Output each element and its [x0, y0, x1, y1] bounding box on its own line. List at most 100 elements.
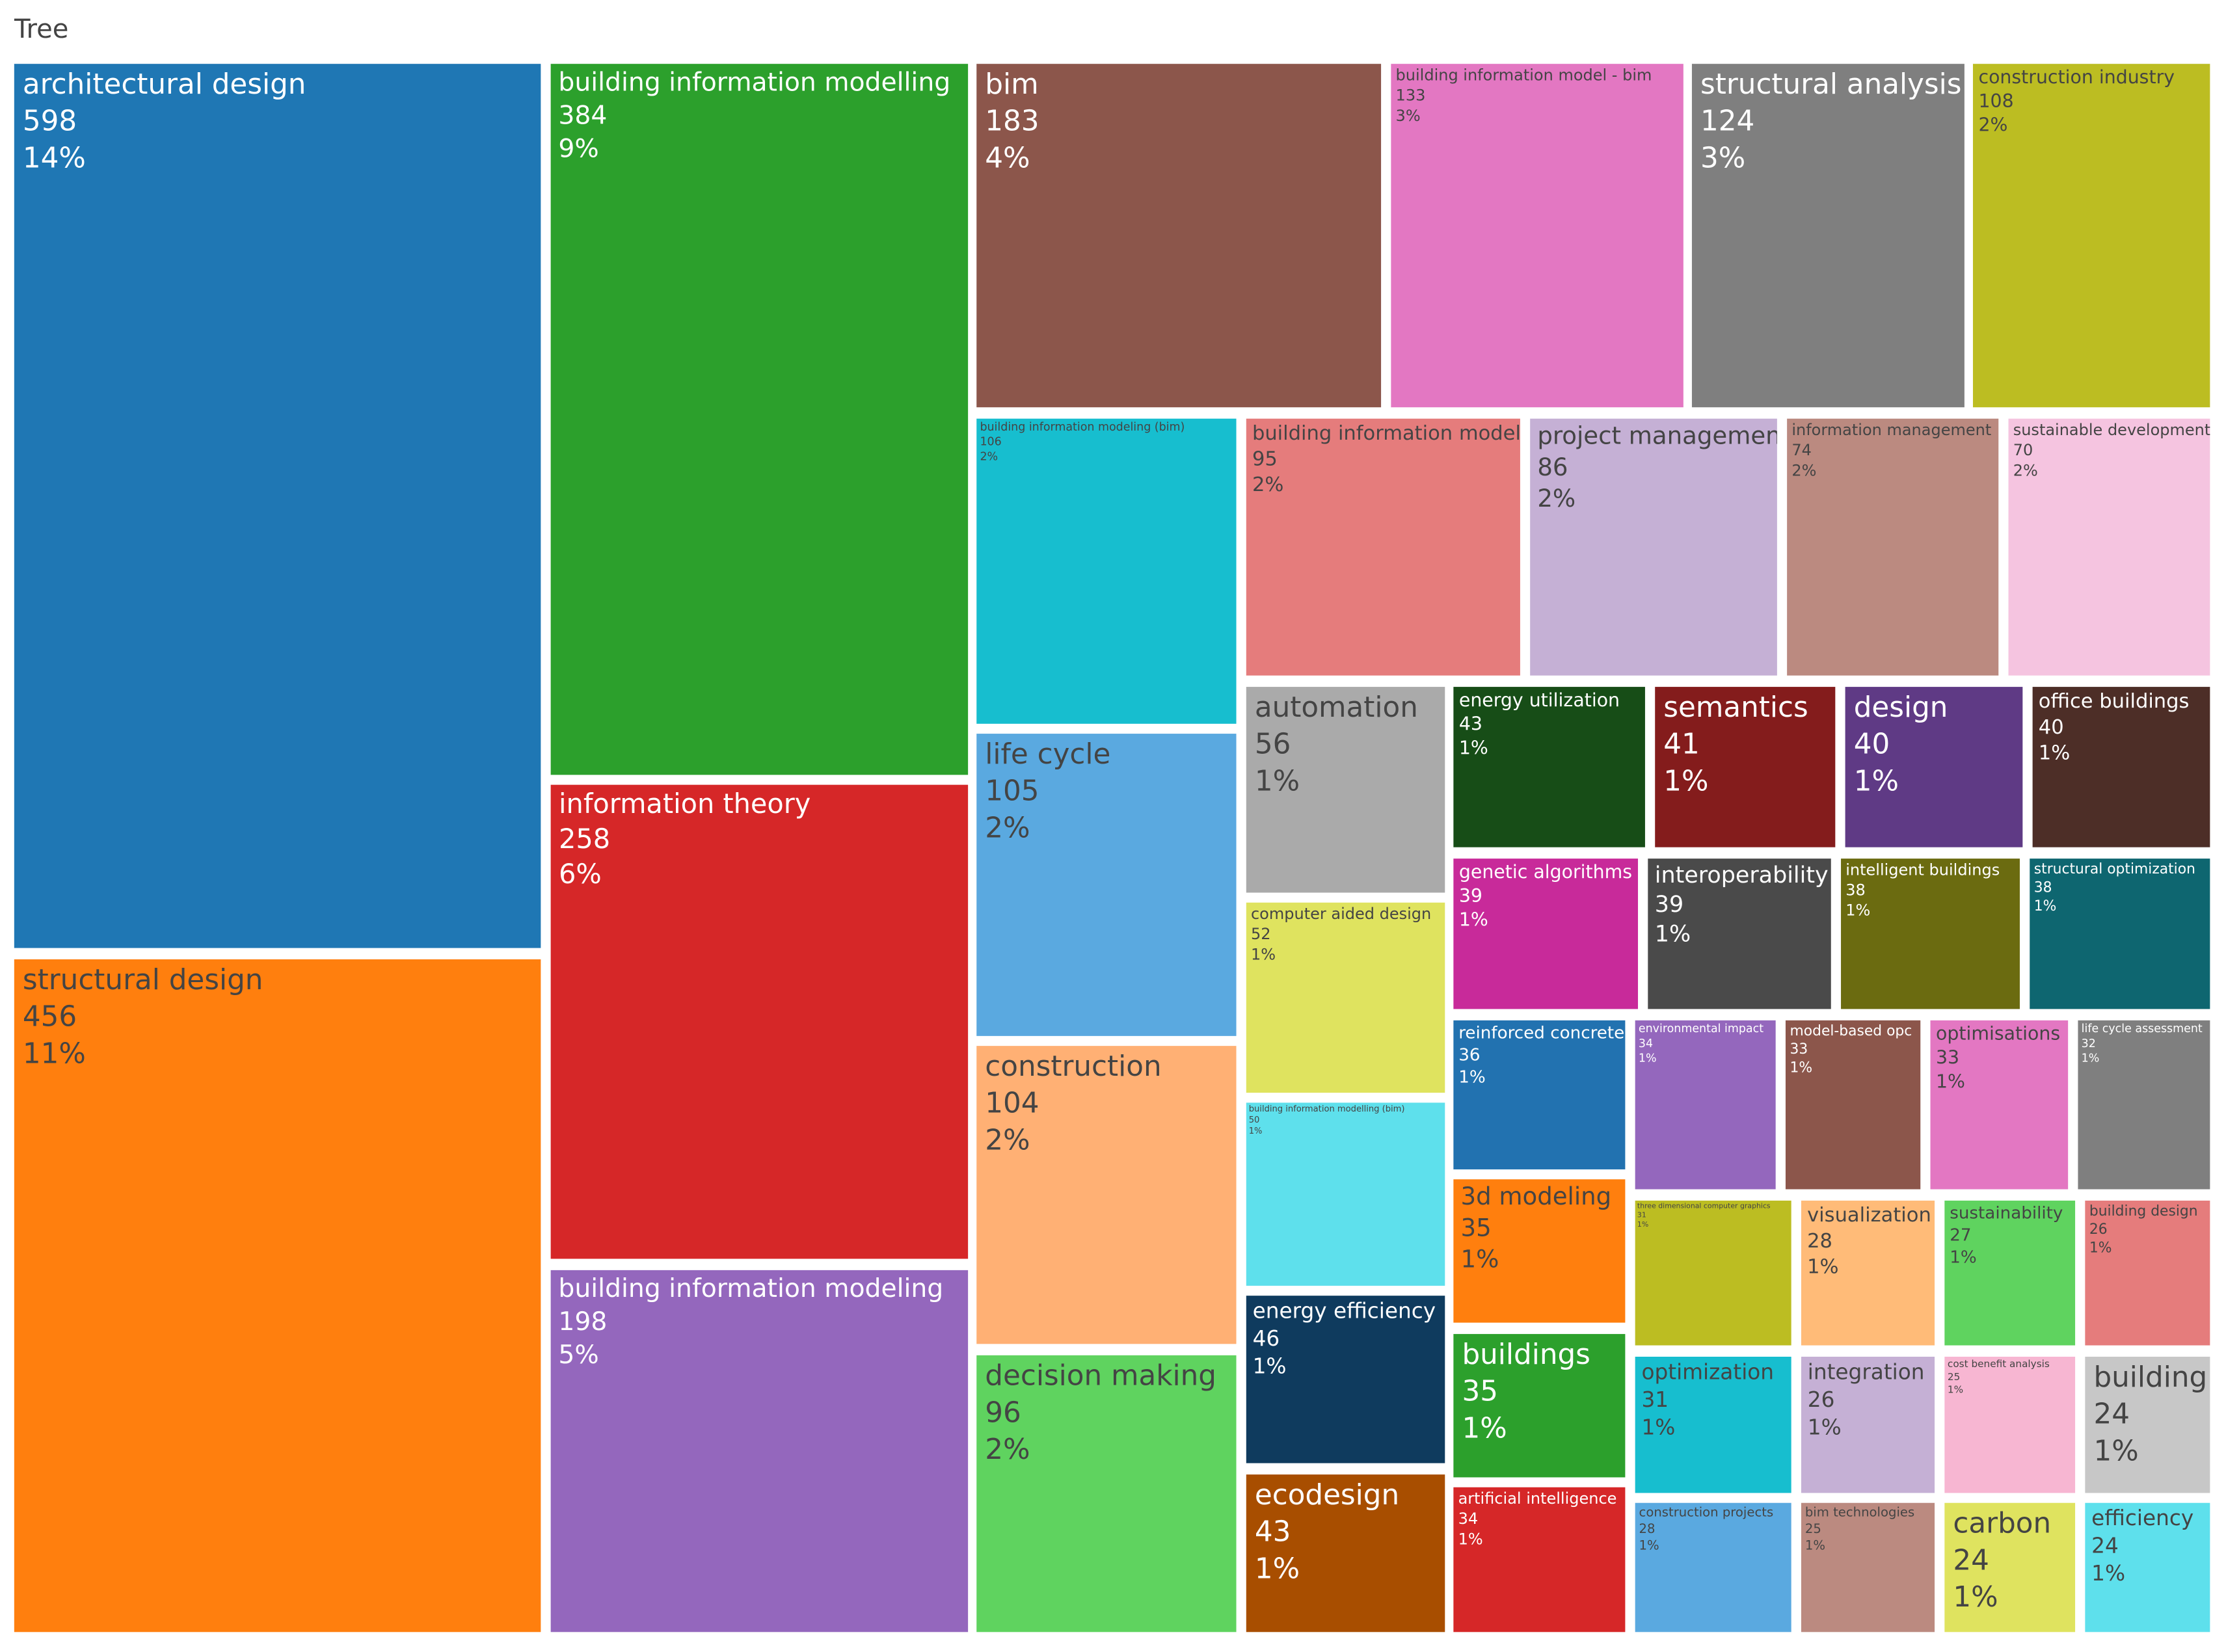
tile — [1930, 1020, 2069, 1190]
tile-label: building — [2093, 1361, 2207, 1394]
tile-value: 104 — [985, 1087, 1039, 1120]
tile — [1635, 1356, 1791, 1493]
tile-label: building information modelling — [558, 68, 950, 97]
tile-labels: environmental impact 34 1% — [1639, 1022, 1763, 1065]
tile-label: information theory — [559, 788, 811, 819]
tile-value: 26 — [2089, 1221, 2108, 1238]
tile-percent: 1% — [1639, 1052, 1657, 1065]
tile — [1453, 859, 1639, 1009]
tile — [1453, 687, 1645, 847]
tile-percent: 1% — [1255, 764, 1300, 797]
tile-percent: 1% — [2089, 1240, 2112, 1257]
tile-value: 384 — [558, 101, 607, 130]
tile-value: 43 — [1255, 1515, 1291, 1549]
tile — [1453, 1020, 1626, 1169]
tile-percent: 1% — [1854, 764, 1899, 797]
tile — [1785, 1020, 1921, 1190]
tile-percent: 1% — [2034, 898, 2057, 914]
tile-label: ecodesign — [1255, 1478, 1399, 1512]
tile-labels: automation 561% — [1255, 691, 1418, 797]
tile-percent: 1% — [1637, 1220, 1648, 1229]
tile-percent: 1% — [1845, 901, 1870, 920]
tile-label: three dimensional computer graphics — [1637, 1201, 1771, 1210]
tile-labels: optimization 31 1% — [1641, 1359, 1774, 1439]
tile — [1530, 418, 1777, 676]
tile-label: genetic algorithms — [1459, 861, 1632, 883]
tile-labels: office buildings 40 1% — [2039, 690, 2190, 764]
tile-percent: 1% — [2039, 742, 2070, 765]
tile — [1635, 1020, 1776, 1190]
tile — [1845, 687, 2023, 847]
tile-value: 39 — [1655, 892, 1683, 918]
tile-label: cost benefit analysis — [1948, 1358, 2050, 1370]
tile-percent: 1% — [1253, 1354, 1287, 1379]
tile-percent: 1% — [2093, 1434, 2138, 1467]
tile-labels: interoperability 39 1% — [1655, 862, 1829, 948]
tile-label: intelligent buildings — [1845, 860, 2000, 879]
tile-value: 27 — [1950, 1226, 1971, 1246]
tile-labels: decision making 96 2% — [985, 1359, 1216, 1466]
tile — [976, 64, 1382, 408]
tile — [1944, 1356, 2076, 1493]
tile-labels: project management 86 2% — [1537, 422, 1790, 513]
tile-label: design — [1854, 691, 1948, 724]
tile-percent: 1% — [1641, 1415, 1675, 1439]
tile-label: sustainability — [1950, 1203, 2063, 1223]
tile-label: building information model — [1252, 422, 1521, 445]
tile-label: decision making — [985, 1359, 1216, 1392]
tile-labels: building 241% — [2093, 1361, 2207, 1467]
tile-value: 40 — [2039, 716, 2064, 739]
tile-labels: sustainability 271% — [1950, 1203, 2063, 1267]
tile — [1801, 1502, 1935, 1632]
tile-percent: 5% — [558, 1340, 598, 1370]
tile-label: structural design — [23, 963, 263, 996]
tile-labels: structural optimization 38 1% — [2034, 861, 2195, 914]
tile — [1453, 1334, 1626, 1478]
tile-percent: 2% — [1537, 485, 1576, 513]
tile-percent: 2% — [2013, 461, 2038, 479]
tile — [550, 784, 969, 1259]
tile-value: 32 — [2082, 1037, 2096, 1050]
tile-percent: 1% — [1249, 1126, 1263, 1136]
tile-percent: 2% — [985, 811, 1030, 844]
tile-value: 598 — [23, 105, 77, 138]
tile-percent: 2% — [985, 1433, 1030, 1466]
tile-label: integration — [1808, 1359, 1925, 1384]
tile-labels: building information model - bim 133 3% — [1396, 66, 1652, 124]
tile-percent: 1% — [1255, 1552, 1300, 1585]
tile-value: 24 — [2091, 1534, 2119, 1558]
tile-percent: 3% — [1700, 141, 1745, 174]
tile-value: 198 — [558, 1307, 607, 1337]
tile-value: 34 — [1458, 1510, 1479, 1528]
tile-labels: bim technologies 25 1% — [1805, 1504, 1914, 1552]
tile-label: building information modeling — [558, 1274, 943, 1303]
tile-value: 24 — [2093, 1398, 2130, 1431]
tile-percent: 1% — [1663, 764, 1708, 797]
tile-percent: 1% — [1458, 1067, 1486, 1087]
tile-value: 35 — [1462, 1375, 1498, 1408]
tile — [2085, 1200, 2210, 1346]
tile-percent: 1% — [1251, 945, 1276, 963]
tile-label: project management — [1537, 422, 1790, 450]
tile-percent: 1% — [1459, 738, 1488, 759]
tile-label: computer aided design — [1251, 905, 1431, 923]
tile-value: 43 — [1459, 713, 1482, 735]
tile-value: 133 — [1396, 87, 1426, 105]
tile — [976, 1355, 1237, 1632]
tile — [14, 959, 541, 1632]
tile — [1841, 859, 2020, 1009]
tile-labels: construction projects 28 1% — [1639, 1504, 1774, 1552]
tile-label: bim — [985, 68, 1038, 101]
tile-value: 26 — [1808, 1387, 1835, 1412]
tile — [976, 734, 1237, 1036]
tile-label: artificial intelligence — [1458, 1489, 1617, 1508]
tile-labels: information management 74 2% — [1791, 421, 1991, 479]
tile — [1453, 1179, 1626, 1323]
tile — [1246, 1102, 1445, 1286]
